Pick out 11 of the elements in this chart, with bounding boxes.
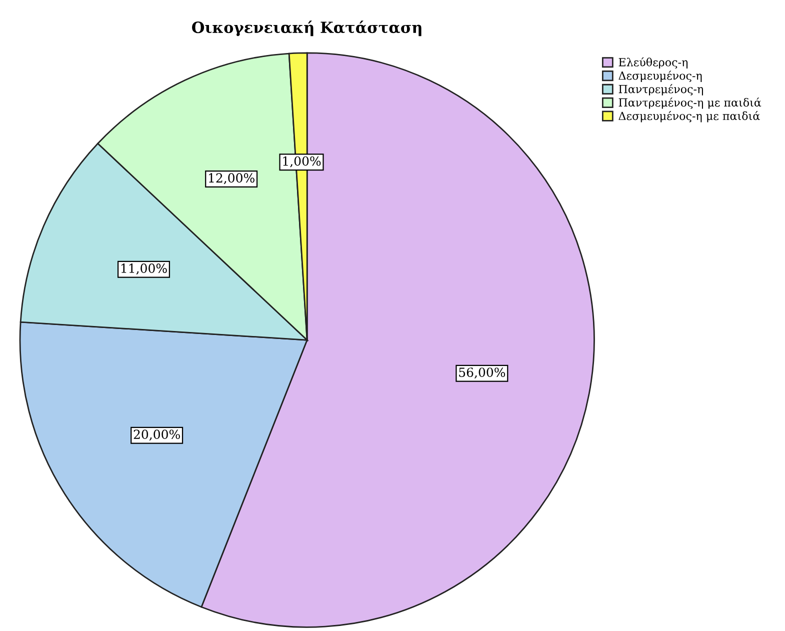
legend-label: Δεσμευμένος-η xyxy=(618,70,702,82)
data-label: 12,00% xyxy=(209,173,254,184)
chart-title: Οικογενειακή Κατάσταση xyxy=(192,20,422,36)
legend-label: Παντρεμένος-η xyxy=(618,84,703,96)
data-label: 20,00% xyxy=(134,430,180,441)
data-label: 1,00% xyxy=(283,156,321,168)
data-label: 56,00% xyxy=(459,368,506,379)
legend-label: Δεσμευμένος-η με παιδιά xyxy=(618,111,760,122)
legend-label: Ελεύθερος-η xyxy=(618,57,688,69)
legend-label: Παντρεμένος-η με παιδιά xyxy=(618,98,762,109)
data-label: 11,00% xyxy=(121,264,167,275)
